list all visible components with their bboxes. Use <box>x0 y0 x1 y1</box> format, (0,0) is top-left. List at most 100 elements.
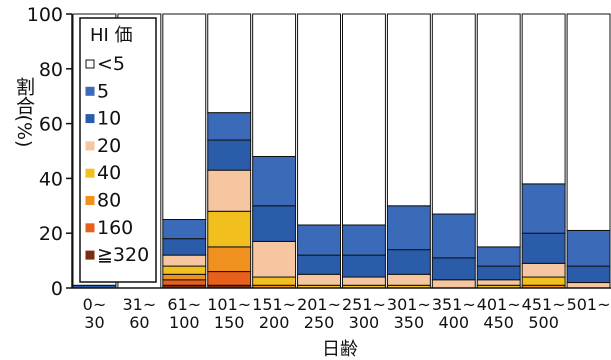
bar-segment <box>252 13 297 157</box>
bar-segment <box>207 169 252 212</box>
x-tick-label: 350 <box>394 313 425 332</box>
bar-segment <box>207 246 252 273</box>
bar-segment <box>521 232 566 264</box>
bar-segment <box>431 257 476 281</box>
bar-segment <box>386 13 431 207</box>
bar-segment <box>431 279 476 289</box>
bar-segment <box>521 262 566 278</box>
x-tick-label: 31~ <box>122 295 156 314</box>
bar-segment <box>207 112 252 141</box>
bar-segment <box>476 279 521 286</box>
bar-segment <box>476 265 521 281</box>
x-tick-label: 200 <box>259 313 290 332</box>
bar-segment <box>521 13 566 185</box>
x-tick-label: 60 <box>129 313 149 332</box>
x-tick-label: 401~ <box>477 295 521 314</box>
bar-segment <box>252 155 297 207</box>
y-tick-label: 20 <box>39 223 63 245</box>
legend-label: 80 <box>97 190 121 212</box>
legend-swatch <box>85 86 95 96</box>
bar-segment <box>252 205 297 242</box>
bar-segment <box>566 229 611 267</box>
legend-swatch <box>85 250 95 260</box>
x-tick-label: 450 <box>483 313 514 332</box>
legend-swatch <box>85 114 95 124</box>
x-tick-label: 351~ <box>432 295 476 314</box>
axes-layer <box>71 14 611 289</box>
x-tick-label: 101~ <box>207 295 251 314</box>
y-tick-labels: 0 20 40 60 80 100 <box>27 4 72 300</box>
bar-segment <box>207 13 252 114</box>
bar-segment <box>521 276 566 286</box>
bar-segment <box>386 273 431 286</box>
bar-segment <box>297 224 342 256</box>
legend-label: 160 <box>97 217 133 239</box>
legend-swatch <box>85 59 95 69</box>
bar-segment <box>566 265 611 284</box>
bar-segment <box>252 240 297 278</box>
legend-title: HI 価 <box>90 25 133 46</box>
bar-segment <box>207 139 252 171</box>
legend-label: 40 <box>97 162 121 184</box>
bar-segment <box>566 13 611 231</box>
legend-swatch <box>85 223 95 233</box>
bar-segment <box>431 13 476 215</box>
legend-label: ≧320 <box>97 244 149 266</box>
x-tick-label: 250 <box>304 313 335 332</box>
bar-segment <box>162 254 207 267</box>
x-tick-label: 301~ <box>387 295 431 314</box>
bar-segment <box>342 276 386 286</box>
x-axis-label: 日齢 <box>322 339 358 360</box>
legend-label: 20 <box>97 135 121 157</box>
bar-segment <box>252 276 297 286</box>
legend-label: <5 <box>97 53 125 75</box>
x-tick-label: 451~ <box>522 295 566 314</box>
bar-segment <box>386 249 431 275</box>
bar-segment <box>476 13 521 248</box>
x-tick-label: 251~ <box>342 295 386 314</box>
bars-layer <box>72 13 611 289</box>
bar-segment <box>342 254 386 278</box>
bar-segment <box>566 282 611 289</box>
bar-segment <box>521 183 566 234</box>
x-tick-label: 201~ <box>297 295 341 314</box>
y-tick-label: 0 <box>51 278 63 300</box>
bar-segment <box>342 224 386 256</box>
y-tick-label: 40 <box>39 168 63 190</box>
legend-label: 10 <box>97 108 121 130</box>
bar-segment <box>342 13 386 226</box>
x-tick-label: 300 <box>349 313 380 332</box>
legend-label: 5 <box>97 80 109 102</box>
y-tick-label: 100 <box>27 4 63 26</box>
bar-segment <box>476 246 521 267</box>
legend-swatch <box>85 168 95 178</box>
x-tick-label: 501~ <box>567 295 611 314</box>
bar-segment <box>297 254 342 275</box>
x-tick-label: 150 <box>214 313 245 332</box>
y-tick-label: 60 <box>39 114 63 136</box>
x-tick-label: 0~ <box>83 295 107 314</box>
bar-segment <box>297 273 342 286</box>
x-tick-labels: 0~30 31~60 61~100 101~150 151~200 201~250 251~… <box>83 295 611 332</box>
bar-segment <box>207 210 252 248</box>
legend-swatch <box>85 141 95 151</box>
bar-segment <box>162 13 207 220</box>
x-tick-label: 151~ <box>252 295 296 314</box>
bar-segment <box>386 205 431 251</box>
x-tick-label: 100 <box>169 313 200 332</box>
bar-segment <box>207 271 252 286</box>
y-tick-label: 80 <box>39 59 63 81</box>
bar-segment <box>162 238 207 256</box>
x-tick-label: 30 <box>84 313 104 332</box>
bar-segment <box>162 279 207 286</box>
legend-swatch <box>85 196 95 205</box>
y-axis-label: 割合(%) <box>13 76 35 147</box>
bar-segment <box>297 13 342 226</box>
x-tick-label: 400 <box>439 313 470 332</box>
x-tick-label: 500 <box>528 313 559 332</box>
bar-segment <box>431 213 476 259</box>
bar-segment <box>162 219 207 240</box>
bar-segment <box>162 265 207 275</box>
x-tick-label: 61~ <box>167 295 201 314</box>
